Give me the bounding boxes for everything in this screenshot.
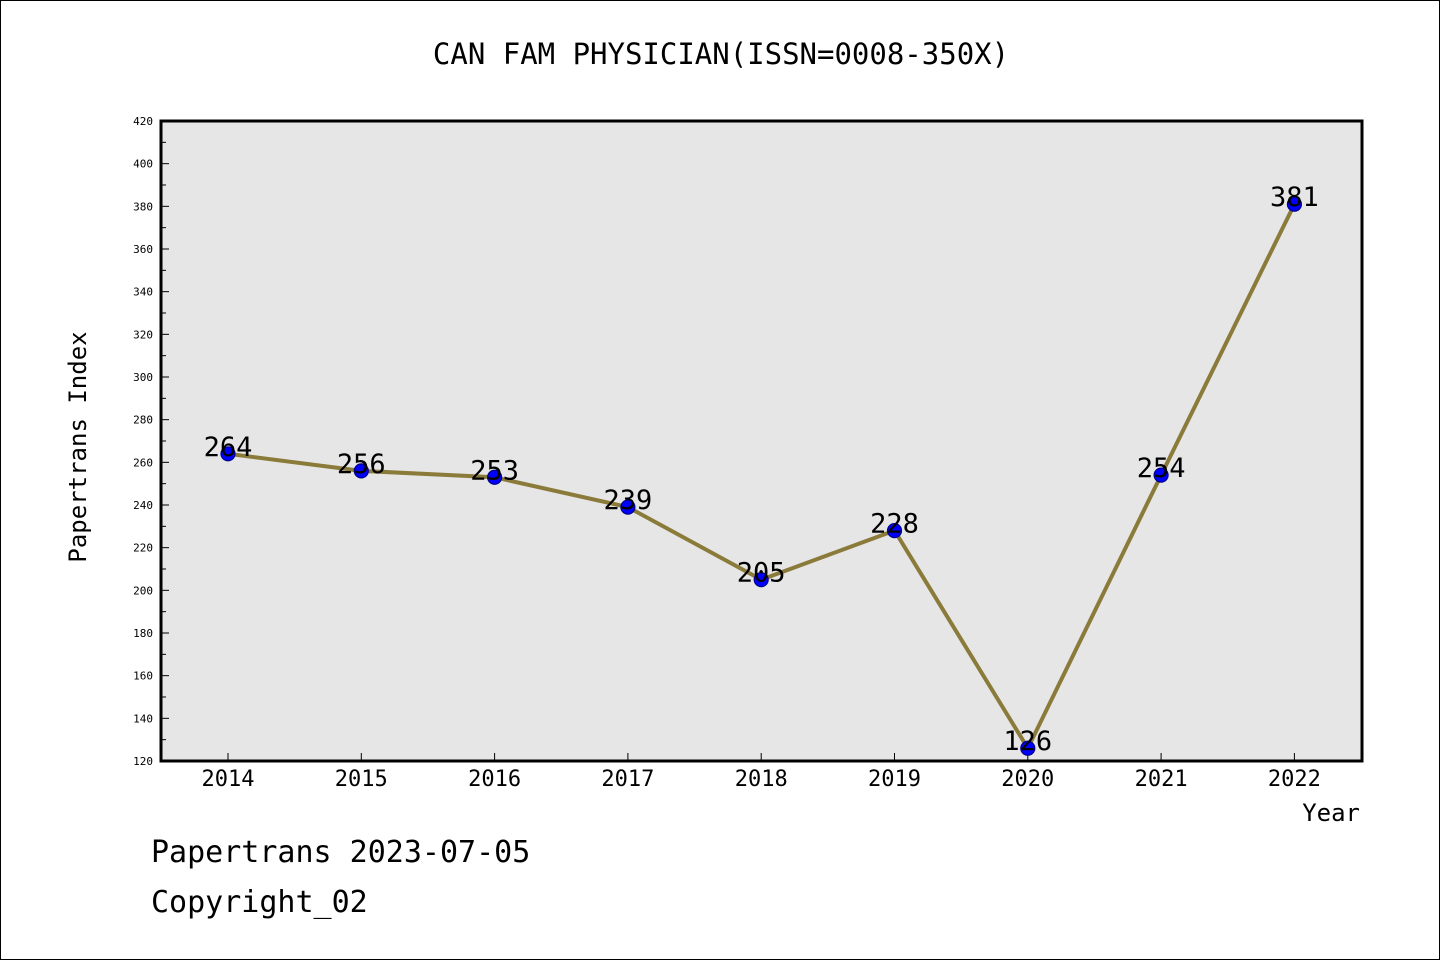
y-tick-label: 340 [133, 286, 153, 299]
y-tick-label: 360 [133, 243, 153, 256]
x-tick-label: 2016 [468, 767, 521, 792]
data-label-2019: 228 [870, 509, 919, 540]
data-label-2022: 381 [1270, 182, 1319, 213]
y-tick-label: 200 [133, 584, 153, 597]
y-tick-label: 120 [133, 755, 153, 768]
data-label-2015: 256 [337, 449, 386, 480]
x-tick-label: 2022 [1268, 767, 1321, 792]
data-point-2020 [1020, 740, 1036, 756]
data-label-2020: 126 [1003, 726, 1052, 757]
y-tick-label: 180 [133, 627, 153, 640]
data-point-2017 [620, 499, 636, 515]
x-tick-label: 2017 [601, 767, 654, 792]
data-label-2017: 239 [604, 485, 653, 516]
y-tick-label: 320 [133, 328, 153, 341]
x-tick-label: 2015 [335, 767, 388, 792]
data-label-2021: 254 [1137, 453, 1186, 484]
footer-date: Papertrans 2023-07-05 [151, 835, 531, 870]
y-axis-label: Papertrans Index [64, 331, 92, 562]
data-label-2016: 253 [470, 455, 519, 486]
y-tick-label: 160 [133, 670, 153, 683]
x-axis-label: Year [1302, 799, 1360, 827]
y-tick-label: 140 [133, 712, 153, 725]
data-label-2014: 264 [204, 432, 253, 463]
x-tick-label: 2019 [868, 767, 921, 792]
data-point-2021 [1153, 467, 1169, 483]
chart-title: CAN FAM PHYSICIAN(ISSN=0008-350X) [432, 37, 1010, 71]
data-point-2016 [487, 469, 503, 485]
plot-area [161, 121, 1362, 761]
data-point-2014 [220, 446, 236, 462]
data-point-2022 [1286, 196, 1303, 212]
x-tick-label: 2021 [1135, 767, 1188, 792]
footer-copyright: Copyright_02 [151, 885, 368, 920]
y-tick-label: 260 [133, 456, 153, 469]
y-tick-label: 240 [133, 499, 153, 512]
x-tick-label: 2018 [735, 767, 788, 792]
data-point-2019 [886, 522, 903, 539]
x-tick-label: 2014 [202, 767, 255, 792]
data-label-2018: 205 [737, 558, 786, 589]
y-tick-label: 220 [133, 542, 153, 555]
data-point-2018 [753, 572, 769, 588]
plot-frame [159, 119, 1364, 763]
y-tick-label: 420 [133, 115, 153, 128]
data-point-2015 [353, 463, 369, 479]
y-tick-label: 280 [133, 414, 153, 427]
y-tick-label: 400 [133, 158, 153, 171]
x-tick-label: 2020 [1001, 767, 1054, 792]
y-tick-label: 380 [133, 200, 153, 213]
y-tick-label: 300 [133, 371, 153, 384]
